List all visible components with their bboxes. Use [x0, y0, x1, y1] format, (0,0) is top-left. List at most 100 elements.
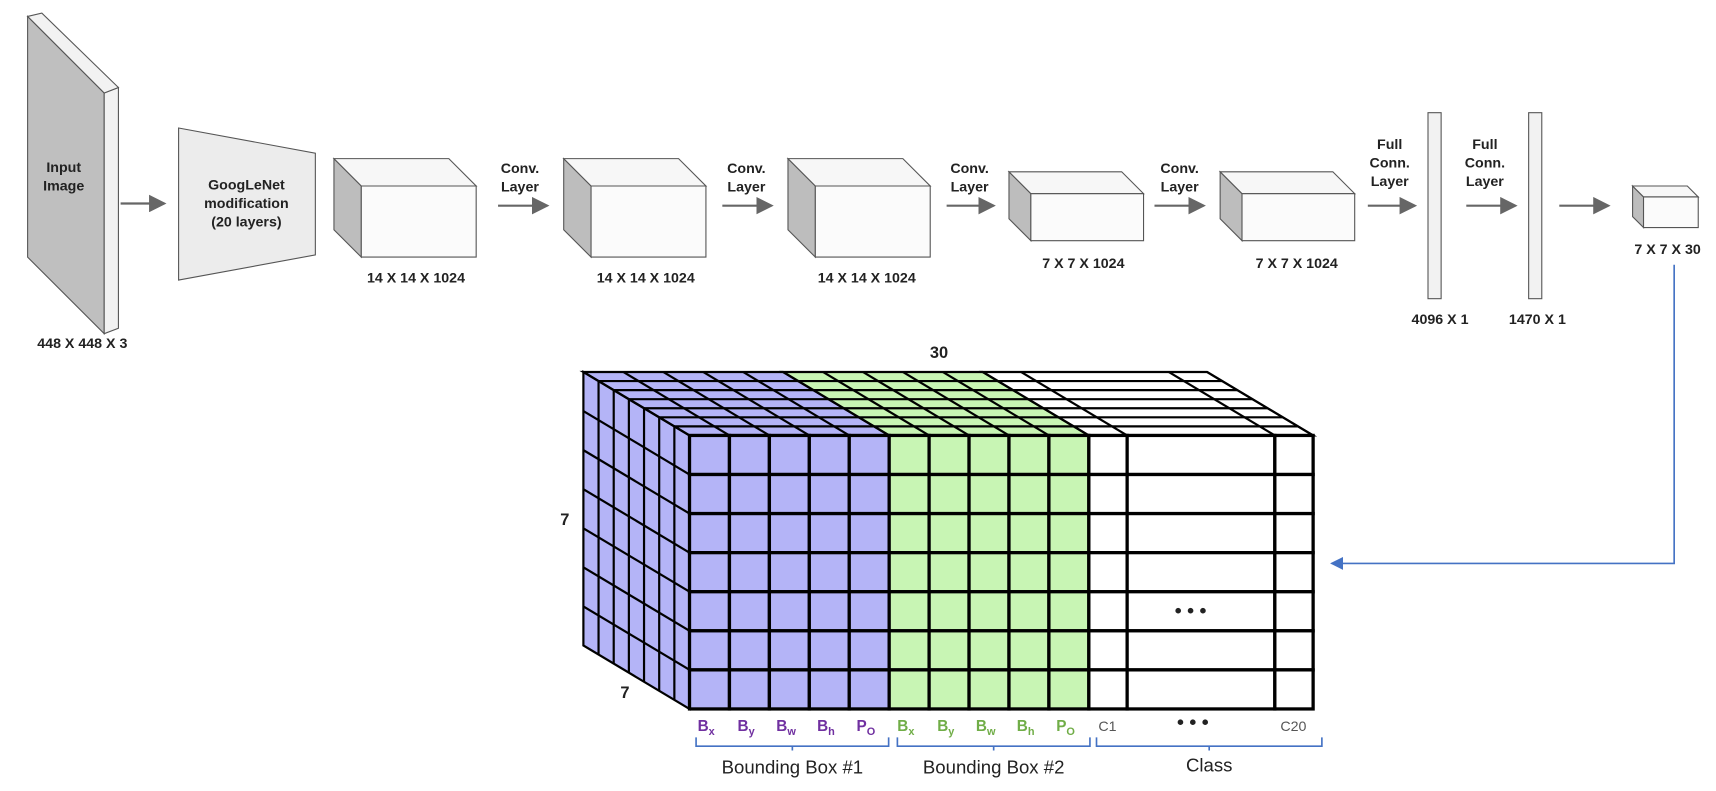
- tensor-cell: [847, 472, 891, 516]
- size-label: 7 X 7 X 1024: [1042, 256, 1124, 272]
- param-base: B: [817, 718, 828, 735]
- input-edge: [103, 86, 119, 335]
- label: Conn.: [1370, 155, 1410, 171]
- grid-line: [782, 371, 890, 437]
- tensor-cell: [1125, 472, 1277, 516]
- tensor-cell: [1273, 668, 1315, 711]
- tensor-cell: [1087, 629, 1129, 672]
- caption: Bounding Box #2: [923, 756, 1065, 777]
- tensor-cell: [767, 590, 811, 633]
- param-label: By: [738, 718, 756, 738]
- tensor-cell: [1007, 511, 1051, 555]
- param-sub: w: [986, 726, 996, 738]
- grid-line: [942, 371, 1050, 437]
- tensor-cell: [1047, 433, 1091, 477]
- dim-label: 30: [930, 344, 948, 362]
- tensor-cell: [1007, 551, 1051, 594]
- param-label: Bh: [1017, 718, 1035, 738]
- param-sub: y: [749, 726, 756, 738]
- tensor-cell: [727, 433, 772, 477]
- tensor-cell: [1047, 629, 1091, 672]
- param-sub: x: [709, 726, 715, 738]
- grid-line: [1206, 371, 1314, 437]
- class-label: C20: [1280, 719, 1306, 735]
- param-base: P: [857, 718, 867, 735]
- tensor-cell: [807, 472, 851, 516]
- param-base: B: [937, 718, 948, 735]
- label: Layer: [1466, 174, 1504, 190]
- tensor-cell: [767, 629, 811, 672]
- label: Conn.: [1465, 155, 1505, 171]
- tensor-cell: [967, 629, 1011, 672]
- param-sub: h: [828, 726, 835, 738]
- tensor-cell: [967, 590, 1011, 633]
- param-sub: y: [948, 726, 955, 738]
- label: (20 layers): [211, 214, 282, 230]
- ellipsis: • • •: [1175, 600, 1207, 622]
- tensor-cell: [687, 590, 732, 633]
- tensor-cell: [887, 551, 931, 594]
- param-base: B: [1017, 718, 1028, 735]
- label: Input: [46, 160, 81, 176]
- label: Full: [1472, 137, 1497, 153]
- tensor-cell: [887, 629, 931, 672]
- param-base: B: [698, 718, 709, 735]
- tensor-cell: [687, 551, 732, 594]
- box-front: [814, 185, 931, 258]
- tensor-cell: [847, 629, 891, 672]
- label: Layer: [1161, 179, 1199, 195]
- ellipsis: • • •: [1177, 712, 1209, 734]
- tensor-cell: [887, 472, 931, 516]
- tensor-cell: [1007, 433, 1051, 477]
- brace: [1095, 737, 1323, 751]
- param-sub: x: [908, 726, 914, 738]
- param-label: PO: [1056, 718, 1075, 738]
- tensor-cell: [847, 433, 891, 477]
- tensor-cell: [767, 668, 811, 711]
- tensor-cell: [847, 590, 891, 633]
- tensor-cell: [927, 511, 971, 555]
- tensor-cell: [967, 551, 1011, 594]
- tensor-cell: [727, 472, 772, 516]
- tensor-cell: [1087, 551, 1129, 594]
- label: modification: [204, 196, 289, 212]
- brace: [896, 737, 1091, 751]
- param-base: B: [738, 718, 749, 735]
- tensor-cell: [807, 590, 851, 633]
- size-label: 4096 X 1: [1412, 312, 1469, 328]
- grid-line: [862, 371, 970, 437]
- label: Layer: [951, 179, 989, 195]
- label: Conv.: [950, 161, 988, 177]
- param-label: By: [937, 718, 955, 738]
- tensor-cell: [1007, 590, 1051, 633]
- tensor-cell: [887, 668, 931, 711]
- caption: Class: [1186, 754, 1232, 775]
- tensor-cell: [1087, 668, 1129, 711]
- tensor-cell: [1273, 433, 1315, 477]
- label: GoogLeNet: [208, 177, 285, 193]
- param-label: PO: [857, 718, 876, 738]
- param-sub: h: [1028, 726, 1035, 738]
- size-label: 1470 X 1: [1509, 312, 1566, 328]
- backbone: [178, 127, 316, 281]
- tensor-cell: [727, 511, 772, 555]
- box-top: [1007, 171, 1145, 195]
- tensor-cell: [767, 511, 811, 555]
- class-label: C1: [1098, 719, 1116, 735]
- tensor-cell: [727, 590, 772, 633]
- tensor-cell: [927, 433, 971, 477]
- tensor-cell: [847, 551, 891, 594]
- grid-line: [582, 527, 691, 593]
- grid-line: [982, 371, 1090, 437]
- param-label: Bw: [976, 718, 996, 738]
- tensor-cell: [1273, 590, 1315, 633]
- size-label: 7 X 7 X 1024: [1256, 256, 1338, 272]
- box-top: [1631, 185, 1700, 198]
- tensor-cell: [1007, 668, 1051, 711]
- tensor-cell: [1007, 629, 1051, 672]
- tensor-cell: [1125, 433, 1277, 477]
- tensor-cell: [767, 433, 811, 477]
- grid-line: [582, 605, 691, 671]
- tensor-cell: [687, 472, 732, 516]
